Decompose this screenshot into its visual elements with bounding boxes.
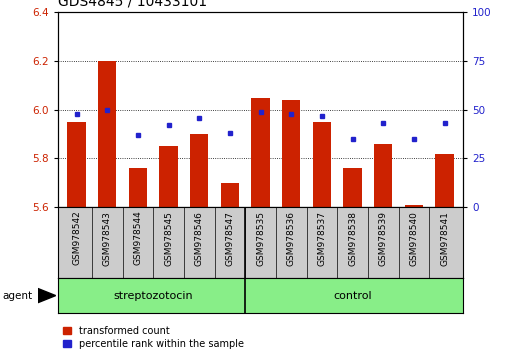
Text: GSM978535: GSM978535 <box>256 211 265 266</box>
Text: agent: agent <box>3 291 33 301</box>
Text: GSM978537: GSM978537 <box>317 211 326 266</box>
Bar <box>434 154 453 207</box>
Text: GSM978536: GSM978536 <box>286 211 295 266</box>
Bar <box>312 122 330 207</box>
Legend: transformed count, percentile rank within the sample: transformed count, percentile rank withi… <box>63 326 243 349</box>
Text: GSM978541: GSM978541 <box>439 211 448 266</box>
Text: GSM978545: GSM978545 <box>164 211 173 266</box>
Text: control: control <box>333 291 371 301</box>
Bar <box>404 205 422 207</box>
Bar <box>251 98 269 207</box>
Text: GSM978546: GSM978546 <box>194 211 204 266</box>
Text: GSM978544: GSM978544 <box>133 211 142 266</box>
Bar <box>220 183 239 207</box>
Text: GSM978542: GSM978542 <box>72 211 81 266</box>
Text: GSM978540: GSM978540 <box>409 211 418 266</box>
Text: GSM978543: GSM978543 <box>103 211 112 266</box>
Text: GSM978538: GSM978538 <box>347 211 357 266</box>
Bar <box>128 168 147 207</box>
Bar <box>190 134 208 207</box>
Polygon shape <box>38 289 56 303</box>
Text: GSM978547: GSM978547 <box>225 211 234 266</box>
Bar <box>159 146 177 207</box>
Bar <box>373 144 392 207</box>
Text: streptozotocin: streptozotocin <box>113 291 193 301</box>
Bar <box>98 61 116 207</box>
Bar <box>67 122 86 207</box>
Text: GDS4845 / 10433101: GDS4845 / 10433101 <box>58 0 207 9</box>
Text: GSM978539: GSM978539 <box>378 211 387 266</box>
Bar <box>281 100 300 207</box>
Bar <box>343 168 361 207</box>
